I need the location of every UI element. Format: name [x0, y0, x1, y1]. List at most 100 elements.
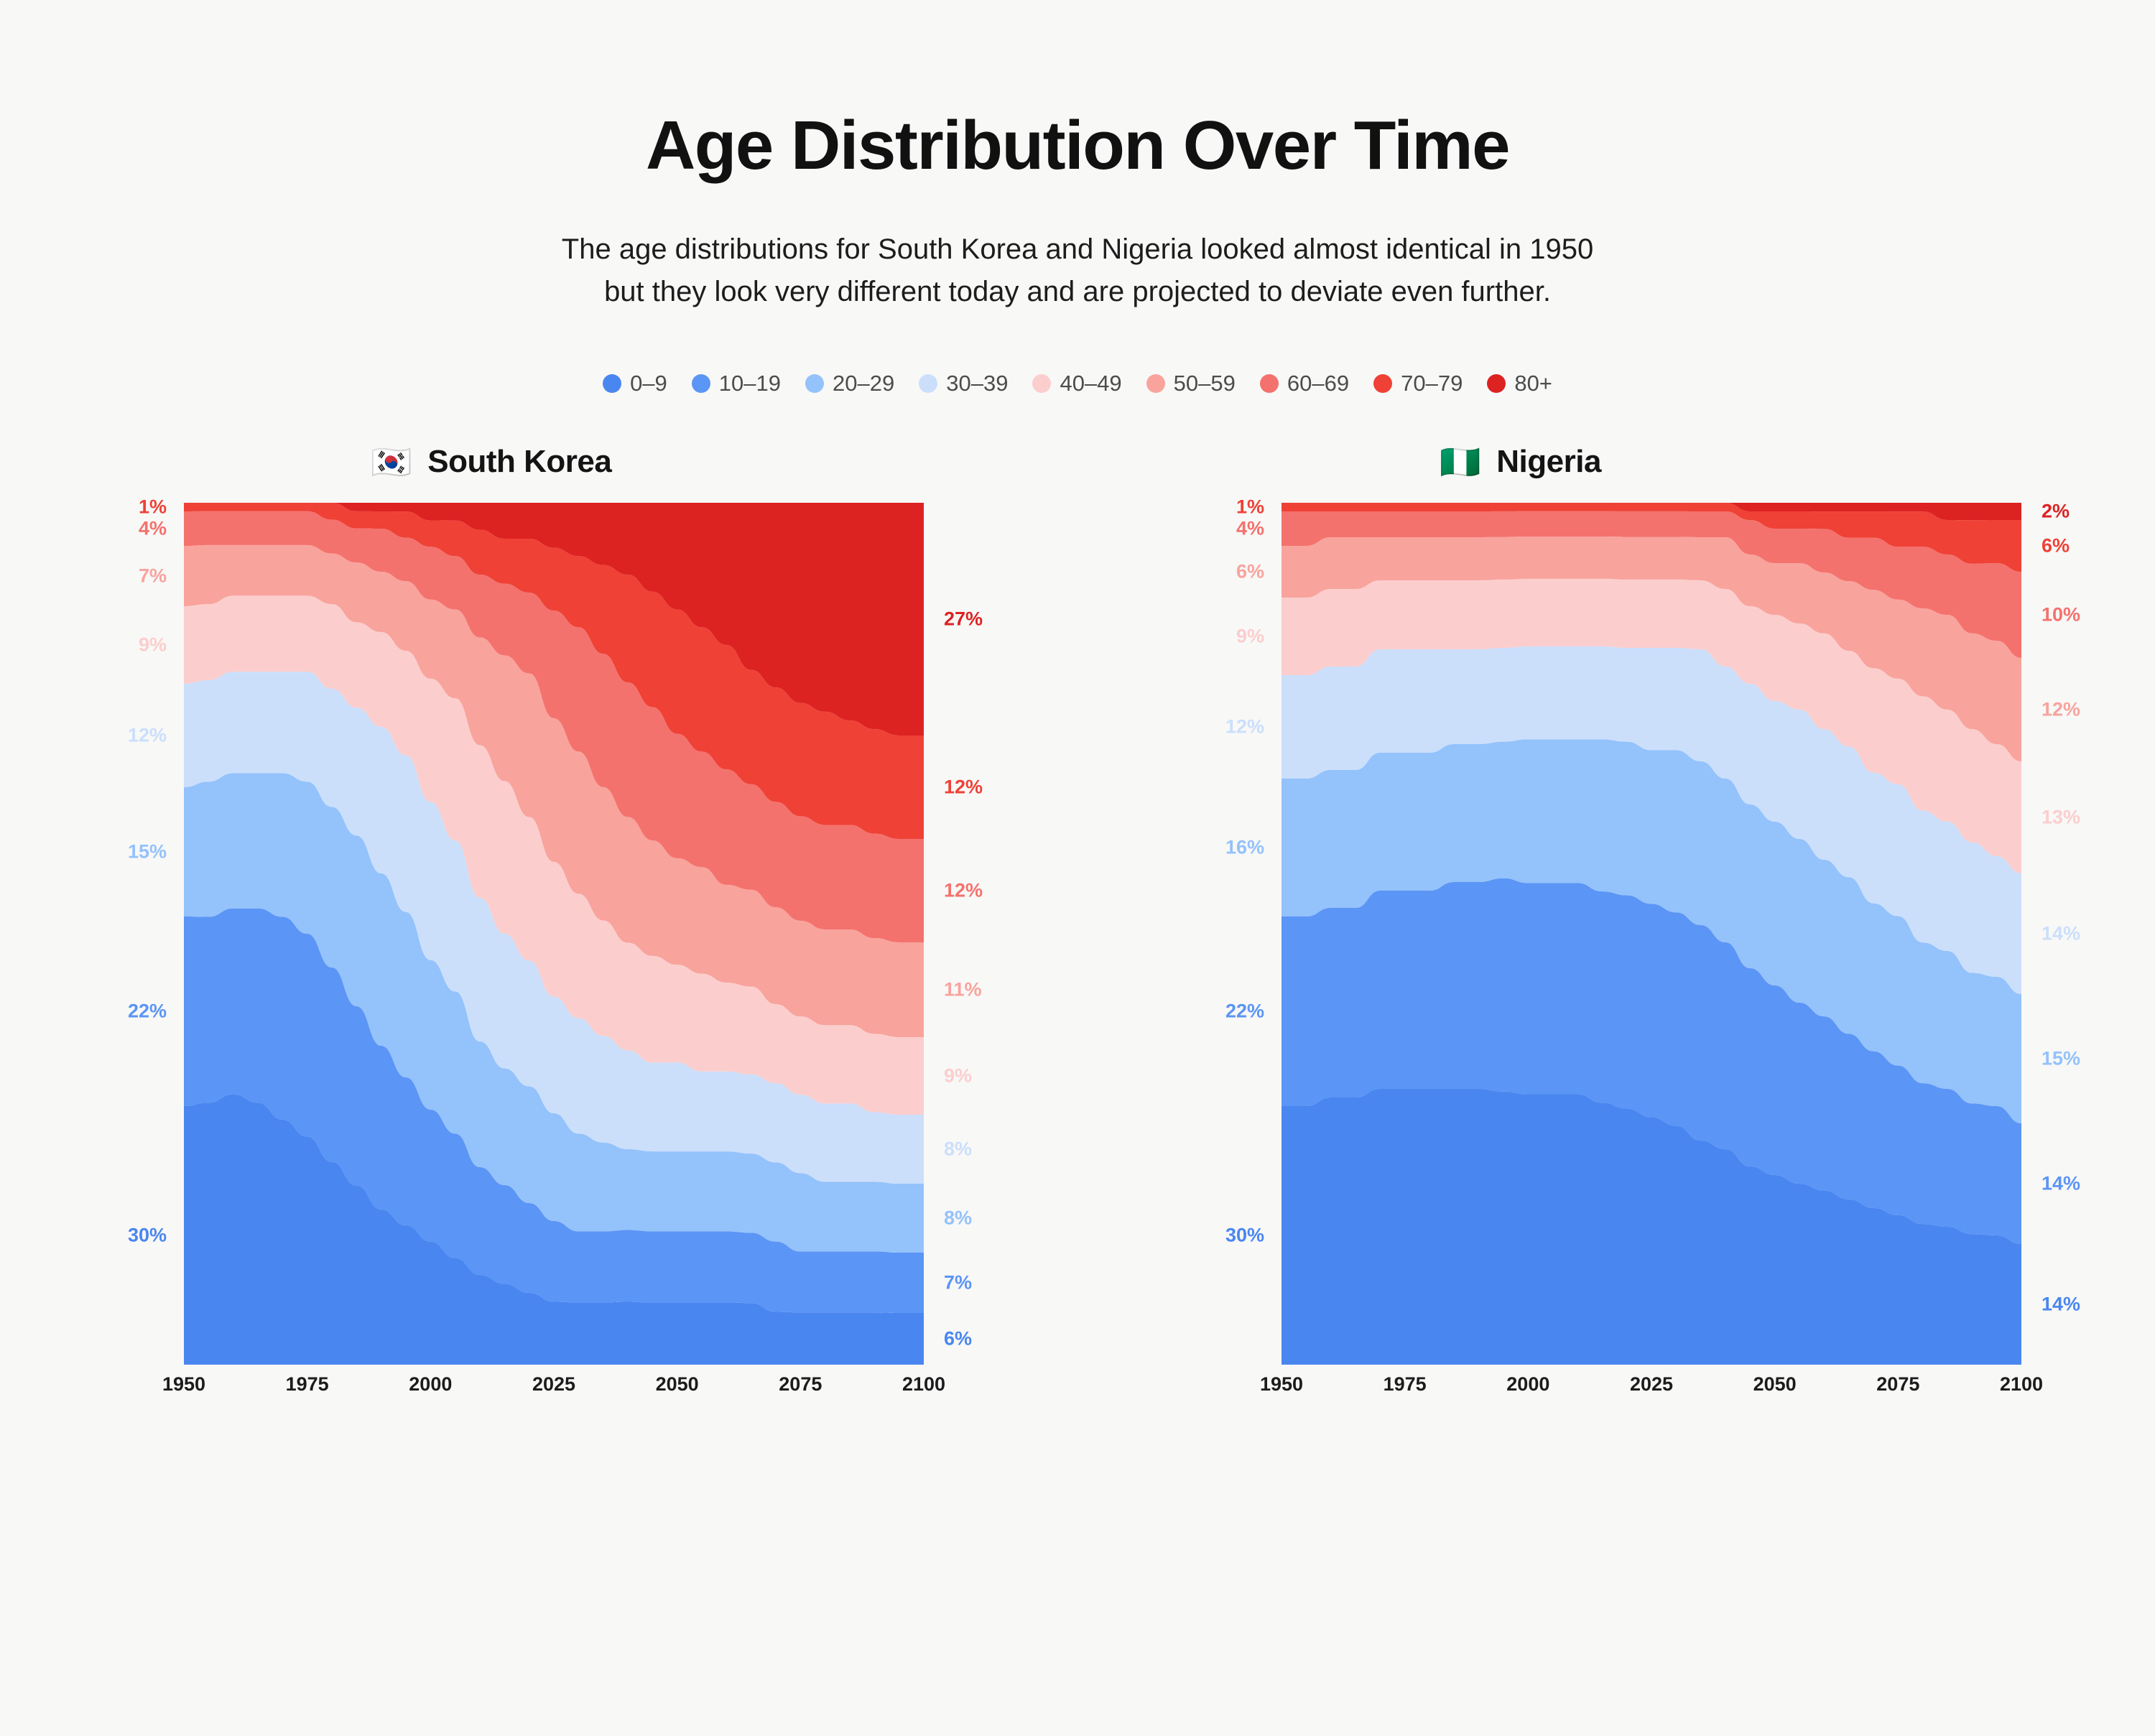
subtitle-line-1: The age distributions for South Korea an…	[561, 233, 1594, 265]
legend-color-dot-icon	[1146, 373, 1165, 393]
area-band-2029	[1282, 739, 2021, 1123]
end-value-label: 10%	[2042, 603, 2081, 626]
area-band-4049	[184, 595, 924, 1115]
stacked-area-plot: 30% 22% 15% 12% 9% 7% 4% 1% 6% 7% 8% 8% 9% 11% 12% 12% 2…	[33, 496, 1024, 1365]
end-value-label: 14%	[2042, 1293, 2081, 1315]
legend-item-label: 20–29	[833, 370, 895, 396]
area-band-5059	[1282, 537, 2021, 761]
end-value-label: 12%	[944, 879, 983, 901]
legend-item-label: 30–39	[946, 370, 1009, 396]
area-band-09	[184, 1094, 924, 1365]
legend-item[interactable]: 0–9	[603, 371, 667, 396]
area-chart-svg	[184, 502, 924, 1365]
country-header: 🇳🇬 Nigeria	[1440, 444, 2122, 480]
start-value-label: 12%	[1225, 715, 1264, 738]
start-value-label: 30%	[1225, 1224, 1264, 1246]
legend-item-label: 80+	[1514, 370, 1552, 396]
x-axis-tick: 2075	[779, 1373, 822, 1395]
legend-item[interactable]: 10–19	[691, 370, 782, 396]
area-band-80+	[1282, 502, 2021, 521]
legend-item-label: 70–79	[1401, 370, 1463, 396]
end-value-label: 2%	[2042, 500, 2070, 522]
end-value-label: 12%	[944, 776, 983, 798]
legend-item[interactable]: 30–39	[919, 371, 1008, 396]
start-value-label: 12%	[127, 724, 167, 746]
area-band-1019	[184, 908, 924, 1313]
country-flag-icon: 🇰🇷	[371, 442, 412, 481]
end-value-label: 8%	[944, 1138, 973, 1160]
legend-item-label: 10–19	[718, 370, 782, 396]
legend-item[interactable]: 60–69	[1259, 370, 1350, 396]
x-axis-tick: 2050	[655, 1373, 699, 1395]
start-value-label: 6%	[1236, 560, 1264, 582]
start-value-label: 15%	[127, 840, 167, 863]
country-flag-icon: 🇳🇬	[1440, 442, 1481, 481]
chart-panel-south-korea: 🇰🇷 South Korea 30% 22% 15% 12% 9% 7% 4% 1% 6% 7% 8% 8…	[33, 444, 1024, 1416]
subtitle-line-2: but they look very different today and a…	[604, 275, 1551, 307]
start-value-label: 22%	[1225, 1000, 1264, 1022]
legend-item-label: 60–69	[1287, 370, 1350, 396]
area-band-7079	[184, 502, 924, 839]
area-band-6069	[184, 511, 924, 942]
area-band-3039	[184, 672, 924, 1184]
start-value-label: 1%	[1236, 496, 1264, 518]
area-band-80+	[184, 502, 924, 735]
x-axis: 1950 1975 2000 2025 2050 2075 2100	[33, 1373, 1024, 1416]
x-axis-tick: 2000	[409, 1373, 453, 1395]
legend-item[interactable]: 20–29	[805, 371, 894, 396]
legend-color-dot-icon	[691, 373, 710, 393]
end-value-label: 7%	[944, 1271, 973, 1294]
chart-panel-nigeria: 🇳🇬 Nigeria 30% 22% 16% 12% 9% 6% 4% 1% 14% 14% 15% 14…	[1131, 444, 2122, 1416]
end-value-label: 27%	[944, 608, 983, 630]
end-value-label: 13%	[2042, 806, 2081, 828]
start-value-label: 22%	[127, 1000, 167, 1022]
start-value-label: 4%	[1236, 517, 1264, 539]
x-axis-tick: 1975	[1383, 1373, 1427, 1395]
legend-color-dot-icon	[919, 373, 938, 393]
start-value-label: 4%	[138, 517, 167, 539]
x-axis-tick: 2100	[1999, 1373, 2044, 1395]
country-name-label: South Korea	[427, 443, 612, 479]
x-axis-tick: 1950	[1259, 1373, 1304, 1395]
end-value-label: 14%	[2042, 1172, 2081, 1194]
x-axis-tick: 2025	[532, 1373, 576, 1395]
end-value-label: 9%	[944, 1064, 973, 1087]
legend-item-label: 50–59	[1173, 370, 1236, 396]
start-value-label: 1%	[138, 496, 167, 518]
legend-item[interactable]: 80+	[1487, 371, 1552, 396]
end-value-label: 12%	[2042, 698, 2081, 720]
chart-legend: 0–9 10–19 20–29 30–39 40–49 50–59 60–69 70–79 80…	[0, 371, 2155, 396]
legend-color-dot-icon	[1032, 373, 1052, 393]
start-value-label: 9%	[1236, 625, 1264, 647]
legend-item[interactable]: 40–49	[1032, 371, 1122, 396]
x-axis-tick: 2075	[1876, 1373, 1920, 1395]
area-band-3039	[1282, 646, 2021, 994]
area-band-5059	[184, 544, 924, 1037]
country-name-label: Nigeria	[1496, 443, 1601, 479]
end-value-label: 15%	[2042, 1047, 2081, 1069]
x-axis-tick: 2000	[1506, 1373, 1550, 1395]
x-axis-tick: 1950	[162, 1373, 206, 1395]
area-band-1019	[1282, 878, 2021, 1244]
start-value-label: 30%	[127, 1224, 167, 1246]
page-subtitle: The age distributions for South Korea an…	[0, 228, 2155, 313]
x-axis-tick: 1975	[285, 1373, 329, 1395]
x-axis-tick: 2050	[1753, 1373, 1797, 1395]
legend-item[interactable]: 50–59	[1146, 371, 1236, 396]
legend-color-dot-icon	[1373, 373, 1393, 393]
legend-item[interactable]: 70–79	[1373, 371, 1463, 396]
area-chart-svg	[1282, 502, 2021, 1365]
page-title: Age Distribution Over Time	[645, 107, 1511, 184]
end-value-label: 8%	[944, 1207, 973, 1229]
x-axis-tick: 2025	[1629, 1373, 1674, 1395]
poster-root: Age Distribution Over Time The age distr…	[0, 108, 2155, 1736]
legend-color-dot-icon	[805, 373, 825, 393]
country-header: 🇰🇷 South Korea	[371, 444, 1024, 480]
legend-color-dot-icon	[1487, 373, 1506, 393]
start-value-label: 7%	[138, 565, 167, 587]
x-axis: 1950 1975 2000 2025 2050 2075 2100	[1131, 1373, 2122, 1416]
charts-container: 🇰🇷 South Korea 30% 22% 15% 12% 9% 7% 4% 1% 6% 7% 8% 8…	[0, 444, 2155, 1416]
legend-color-dot-icon	[603, 373, 622, 393]
area-band-4049	[1282, 578, 2021, 873]
end-value-label: 6%	[944, 1327, 973, 1350]
